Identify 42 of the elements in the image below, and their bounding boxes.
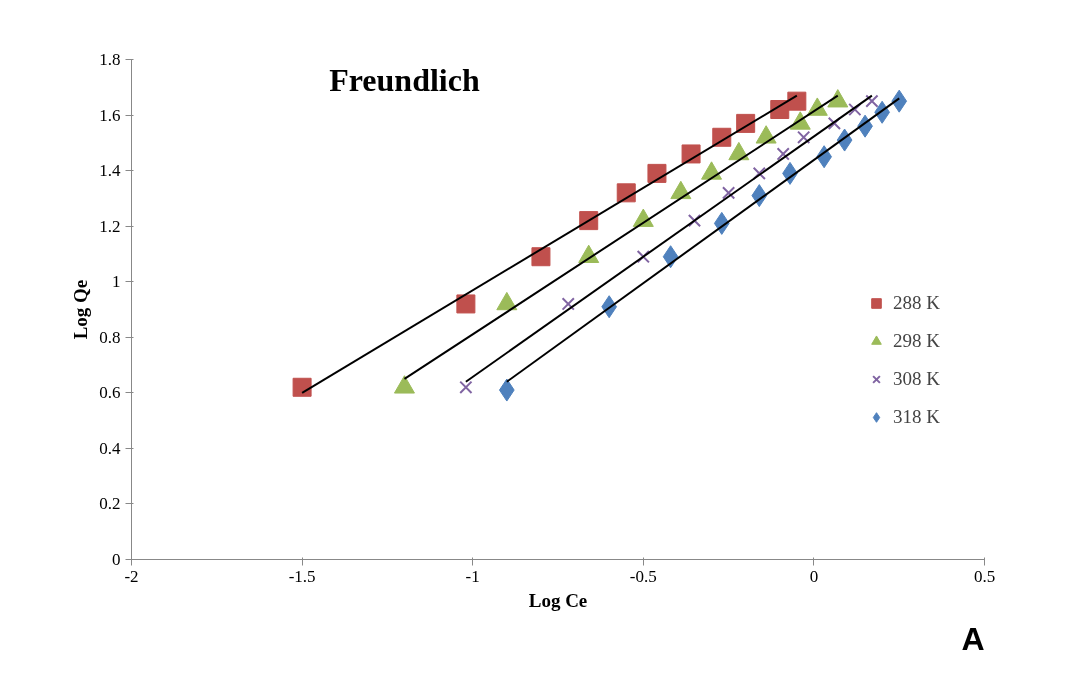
chart-title: Freundlich (329, 62, 480, 99)
x-axis-title: Log Ce (528, 589, 588, 611)
point (498, 378, 515, 402)
point (687, 213, 702, 228)
text: A (961, 620, 985, 657)
point (797, 130, 811, 144)
legend-label: 308 K (893, 368, 940, 390)
x-tick-label: -0.5 (629, 566, 657, 586)
point (721, 186, 736, 200)
point (647, 163, 667, 183)
x-tick-label: -2 (124, 566, 139, 586)
y-tick-label: 0.4 (99, 438, 121, 458)
y-tick-label: 1.4 (99, 161, 121, 181)
point (459, 380, 473, 394)
x-tick-label: 0 (809, 566, 819, 586)
point (456, 294, 476, 314)
point (531, 247, 551, 267)
point (787, 91, 807, 111)
y-tick-label: 0 (112, 550, 121, 569)
point (776, 147, 790, 161)
x-tick-label: -1.5 (288, 566, 316, 586)
point (827, 116, 842, 131)
y-axis-title: Log Qe (70, 279, 92, 340)
point (292, 377, 312, 397)
y-tick-label: 1.8 (99, 50, 121, 69)
point (636, 250, 650, 264)
y-tick-label: 0.2 (99, 494, 121, 514)
legend-label: 318 K (893, 406, 940, 428)
legend-label: 298 K (893, 330, 940, 352)
point (848, 102, 862, 117)
point (891, 89, 908, 113)
y-tick-label: 1.2 (99, 216, 121, 236)
point (865, 94, 879, 108)
x-tick-label: -1 (465, 566, 480, 586)
x-tick-label: 0.5 (973, 566, 996, 586)
y-tick-label: 1 (112, 272, 121, 292)
point (752, 166, 766, 181)
y-tick-label: 1.6 (99, 105, 121, 125)
point (561, 297, 575, 311)
legend-label: 288 K (893, 292, 940, 314)
y-tick-label: 0.6 (99, 383, 121, 403)
y-tick-label: 0.8 (99, 327, 121, 347)
